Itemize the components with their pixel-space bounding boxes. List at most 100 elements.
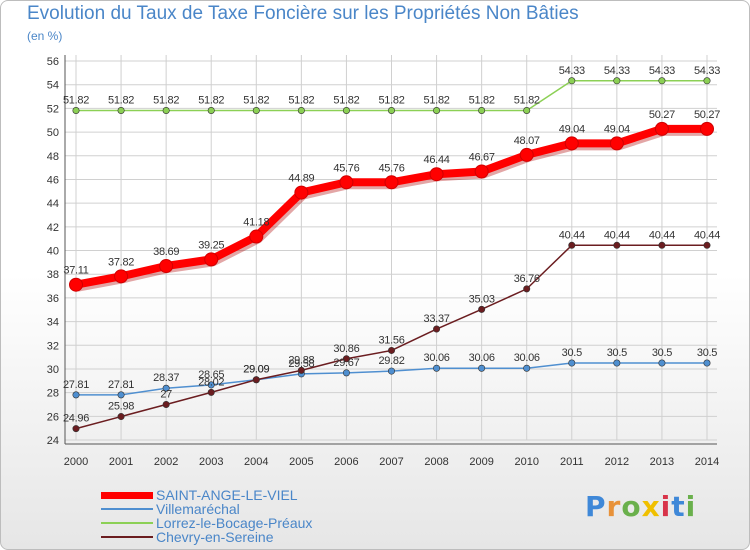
axis-layer: 24 26 28 30 32 34 36 38 40 42 44 46 48 50 52 54 56 2000 20…	[47, 55, 719, 468]
proxiti-logo: Proxiti	[585, 490, 696, 523]
legend-item-saint-ange[interactable]: SAINT-ANGE-LE-VIEL	[101, 487, 298, 503]
data-point	[564, 136, 579, 151]
data-label: 24.96	[63, 413, 89, 425]
x-tick-label: 2014	[695, 456, 719, 468]
data-point	[478, 305, 486, 313]
data-label: 51.82	[469, 95, 495, 107]
data-point	[387, 367, 395, 375]
y-tick-label: 26	[47, 411, 59, 423]
data-label: 51.82	[378, 95, 404, 107]
data-label: 41.18	[243, 217, 269, 229]
x-tick-label: 2002	[154, 456, 178, 468]
data-point	[613, 359, 621, 367]
data-point	[252, 107, 260, 115]
data-label: 29.88	[288, 354, 314, 366]
y-tick-label: 44	[47, 198, 59, 210]
data-point	[297, 366, 305, 374]
data-point	[568, 359, 576, 367]
legend-swatch	[101, 508, 153, 510]
logo-letter: t	[671, 490, 686, 523]
y-tick-label: 46	[47, 174, 59, 186]
x-tick-label: 2011	[560, 456, 584, 468]
legend-label: SAINT-ANGE-LE-VIEL	[156, 487, 298, 503]
x-tick-label: 2013	[650, 456, 674, 468]
data-label: 48.07	[514, 135, 540, 147]
data-label: 49.04	[604, 123, 630, 135]
data-point	[523, 285, 531, 293]
legend-label: Villemaréchal	[156, 501, 240, 517]
x-tick-label: 2000	[64, 456, 88, 468]
legend-item-villemarechal[interactable]: Villemaréchal	[101, 501, 240, 517]
x-tick-label: 2007	[379, 456, 403, 468]
data-point	[654, 121, 669, 136]
data-point	[204, 252, 219, 267]
data-label: 51.82	[153, 95, 179, 107]
data-label: 27.81	[108, 379, 134, 391]
x-tick-label: 2010	[514, 456, 538, 468]
x-tick-label: 2008	[424, 456, 448, 468]
logo-letter: i	[660, 490, 672, 523]
data-label: 30.5	[562, 347, 582, 359]
data-label: 51.82	[514, 95, 540, 107]
data-label: 50.27	[649, 109, 675, 121]
data-label: 29.67	[333, 357, 359, 369]
data-label: 54.33	[559, 65, 585, 77]
data-label: 40.44	[694, 229, 720, 241]
data-label: 27.81	[63, 379, 89, 391]
x-tick-label: 2009	[469, 456, 493, 468]
series-2	[72, 77, 711, 115]
data-label: 30.06	[514, 352, 540, 364]
data-point	[433, 325, 441, 333]
legend-swatch	[101, 491, 153, 499]
legend-item-lorrez[interactable]: Lorrez-le-Bocage-Préaux	[101, 515, 312, 531]
data-label: 51.82	[333, 95, 359, 107]
y-axis-unit: (en %)	[27, 29, 63, 43]
data-label: 31.56	[378, 334, 404, 346]
data-label: 25.98	[108, 401, 134, 413]
data-point	[207, 107, 215, 115]
data-label: 38.69	[153, 246, 179, 258]
x-tick-label: 2005	[289, 456, 313, 468]
logo-letter: P	[585, 490, 607, 523]
data-point	[117, 413, 125, 421]
data-point	[297, 107, 305, 115]
data-point	[207, 388, 215, 396]
data-point	[658, 359, 666, 367]
y-tick-label: 52	[47, 103, 59, 115]
data-point	[159, 259, 174, 274]
data-label-layer: 37.11 37.82 38.69 39.25 41.18 44.89 45.76 45.76…	[63, 65, 721, 425]
data-label: 51.82	[108, 95, 134, 107]
data-label: 49.04	[559, 123, 585, 135]
data-point	[478, 364, 486, 372]
series-layer	[69, 77, 714, 433]
data-point	[609, 136, 624, 151]
data-point	[339, 175, 354, 190]
y-tick-label: 50	[47, 127, 59, 139]
data-point	[703, 77, 711, 85]
data-label: 54.33	[694, 65, 720, 77]
data-point	[658, 77, 666, 85]
data-point	[613, 77, 621, 85]
data-point	[568, 241, 576, 249]
data-label: 30.06	[469, 352, 495, 364]
x-tick-label: 2012	[605, 456, 629, 468]
data-label: 54.33	[604, 65, 630, 77]
data-label: 46.44	[424, 154, 450, 166]
series-3	[72, 241, 711, 433]
data-point	[72, 425, 80, 433]
data-point	[342, 107, 350, 115]
data-point	[700, 121, 714, 136]
data-label: 51.82	[424, 95, 450, 107]
data-label: 29.82	[378, 355, 404, 367]
data-label: 40.44	[649, 229, 675, 241]
data-label: 29.09	[243, 364, 269, 376]
legend-item-chevry[interactable]: Chevry-en-Sereine	[101, 529, 274, 545]
data-label: 29.09	[243, 364, 269, 376]
data-point	[568, 77, 576, 85]
logo-letter: o	[621, 490, 642, 523]
data-label: 30.5	[607, 347, 627, 359]
y-tick-label: 30	[47, 364, 59, 376]
data-point	[69, 277, 83, 292]
logo-letter: i	[685, 490, 697, 523]
